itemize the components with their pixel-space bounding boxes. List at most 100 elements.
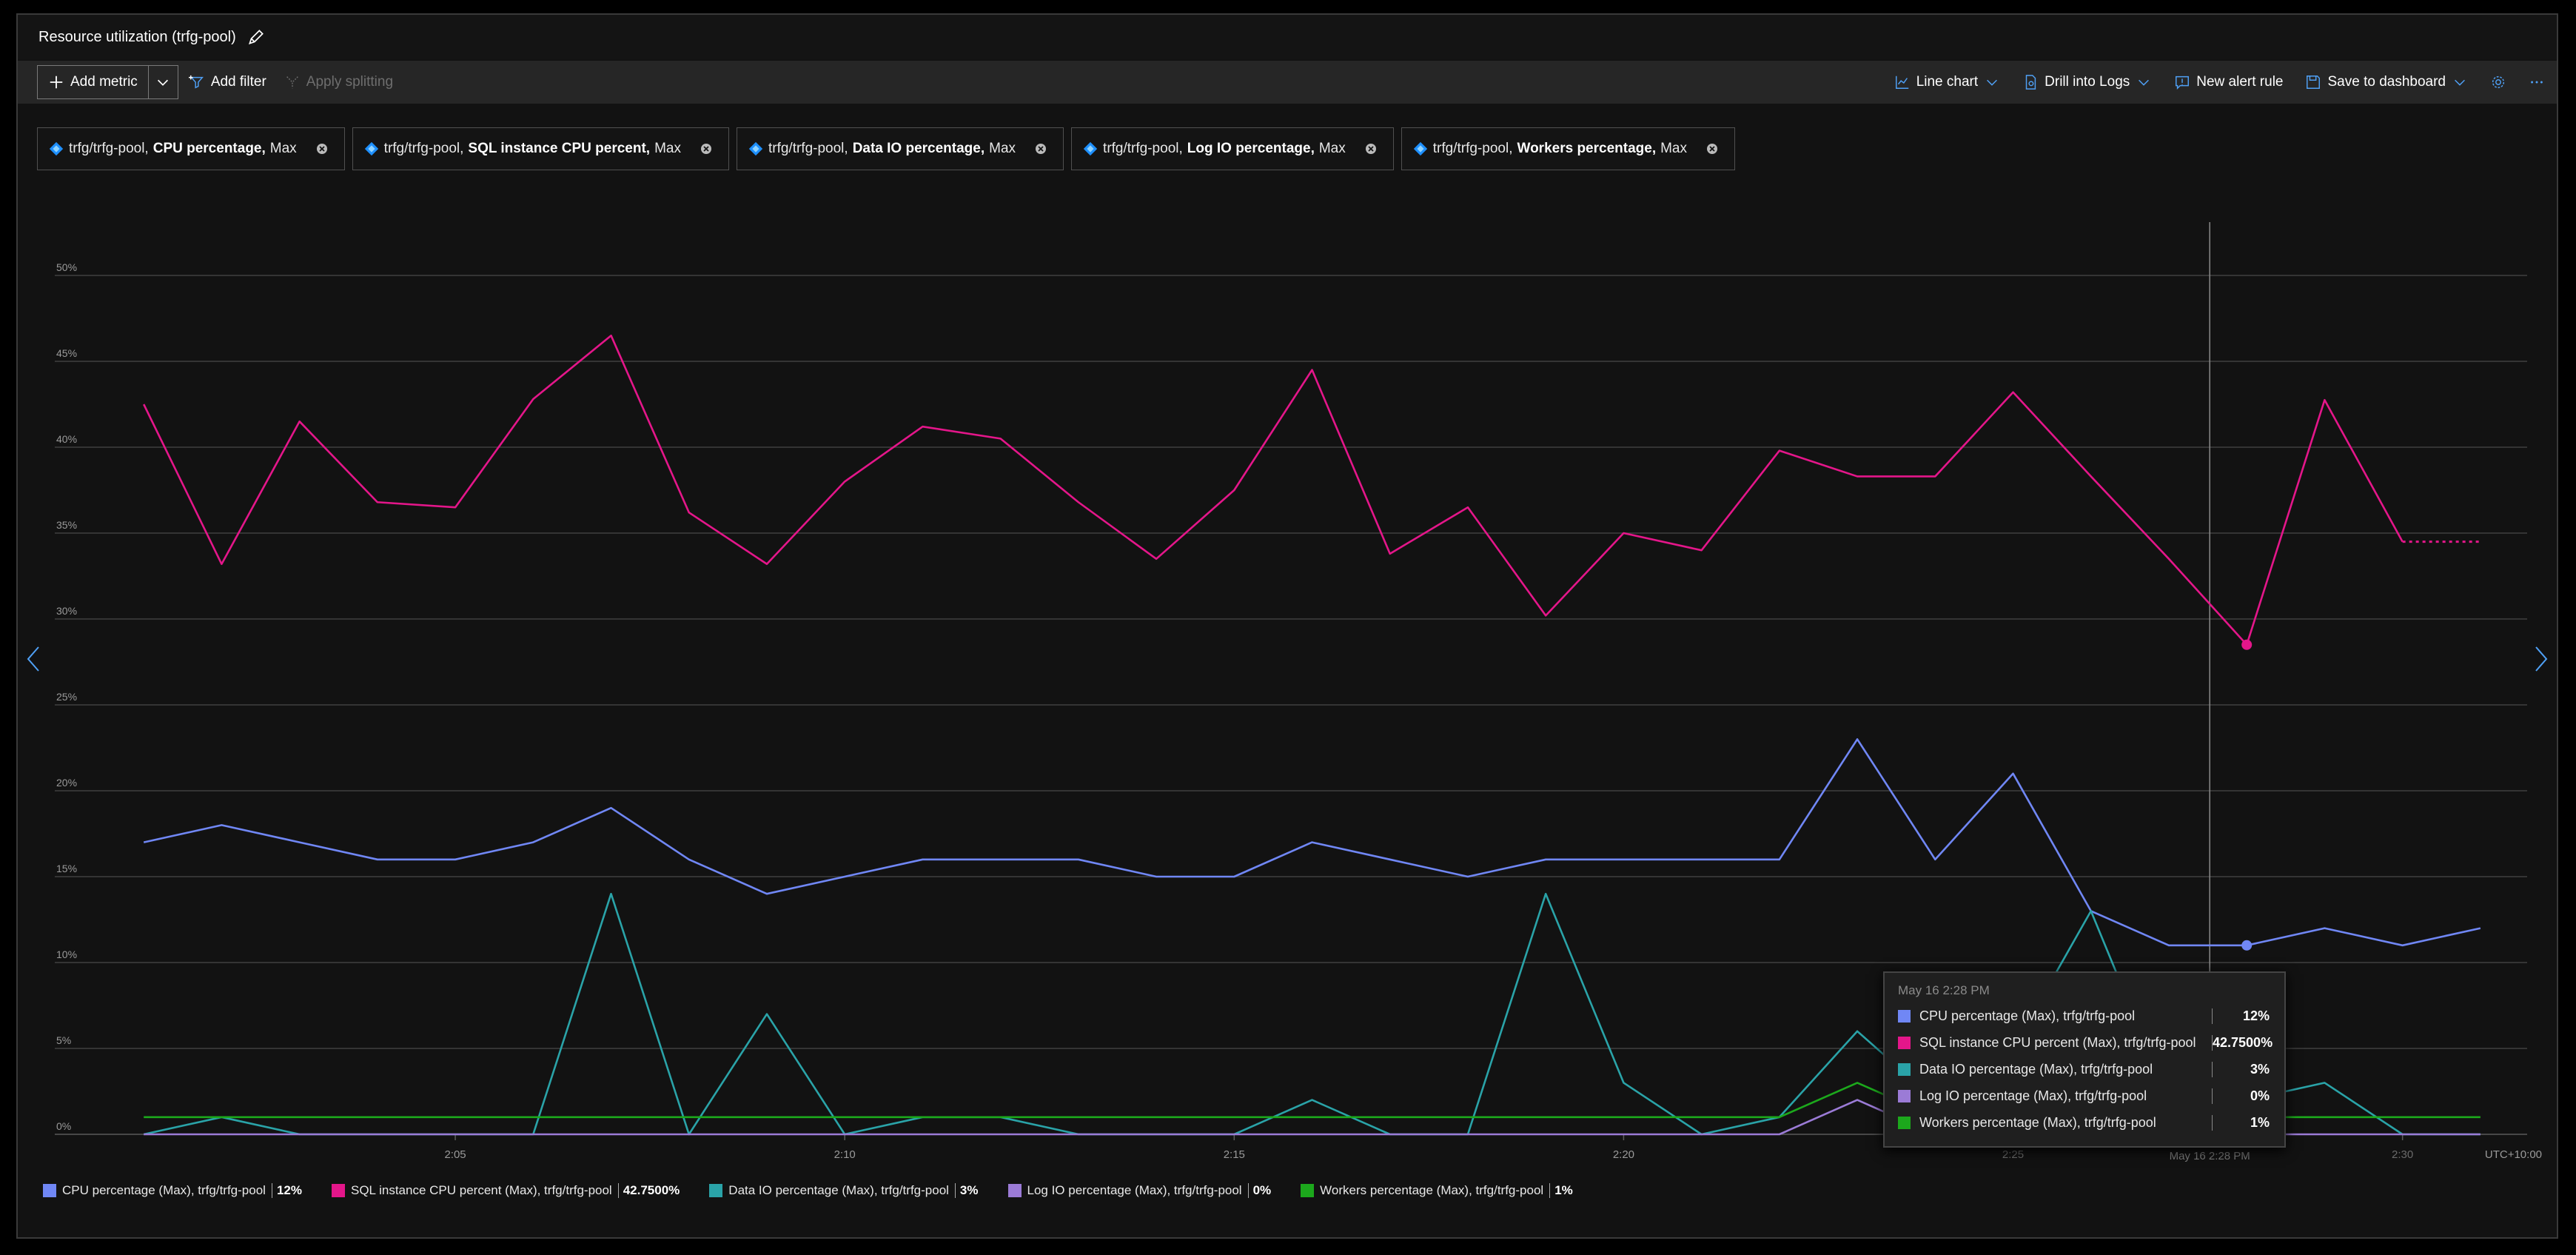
chevron-left-icon[interactable] xyxy=(24,644,44,674)
pill-resource: trfg/trfg-pool, xyxy=(1432,141,1513,156)
cursor-time-label: May 16 2:28 PM xyxy=(2170,1150,2250,1162)
ellipsis-icon xyxy=(2531,81,2543,84)
legend-series-name: Workers percentage (Max), trfg/trfg-pool xyxy=(1320,1183,1544,1197)
edit-title-pencil-icon[interactable] xyxy=(246,27,266,47)
close-icon[interactable] xyxy=(1705,141,1720,156)
close-icon[interactable] xyxy=(699,141,714,156)
pill-metric: CPU percentage, xyxy=(152,141,266,156)
y-tick-label: 45% xyxy=(56,347,77,359)
y-tick-label: 50% xyxy=(56,261,77,273)
series-swatch xyxy=(1898,1062,1911,1076)
series-swatch xyxy=(709,1184,723,1197)
series-swatch xyxy=(1898,1036,1911,1049)
logs-icon xyxy=(2025,75,2036,90)
line-chart-button[interactable]: Line chart xyxy=(1894,74,2000,90)
chart-legend: CPU percentage (Max), trfg/trfg-pool 12% S… xyxy=(43,1183,1573,1198)
legend-series-value: 0% xyxy=(1247,1183,1271,1198)
chevron-down-icon xyxy=(1987,79,1998,86)
legend-series-name: CPU percentage (Max), trfg/trfg-pool xyxy=(62,1183,266,1197)
pill-aggregation: Max xyxy=(654,141,681,156)
y-tick-label: 20% xyxy=(56,777,77,789)
tooltip-series-value: 1% xyxy=(2212,1114,2271,1131)
apply-splitting-label: Apply splitting xyxy=(306,74,394,90)
legend-item[interactable]: Workers percentage (Max), trfg/trfg-pool… xyxy=(1301,1183,1573,1198)
metric-pill[interactable]: trfg/trfg-pool, CPU percentage, Max xyxy=(37,127,345,170)
splitting-icon xyxy=(286,76,298,89)
more-options-button[interactable] xyxy=(2529,74,2545,90)
title-bar: Resource utilization (trfg-pool) xyxy=(18,15,2557,59)
pill-resource: trfg/trfg-pool, xyxy=(1103,141,1183,156)
tooltip-series-name: Workers percentage (Max), trfg/trfg-pool xyxy=(1919,1114,2156,1130)
metric-pill[interactable]: trfg/trfg-pool, Workers percentage, Max xyxy=(1401,127,1736,170)
filter-add-icon xyxy=(188,75,204,89)
tooltip-series-value: 12% xyxy=(2212,1008,2271,1024)
legend-item[interactable]: SQL instance CPU percent (Max), trfg/trf… xyxy=(331,1183,680,1198)
chevron-down-icon xyxy=(158,79,169,86)
drill-into-logs-button[interactable]: Drill into Logs xyxy=(2022,74,2152,90)
series-swatch xyxy=(1301,1184,1315,1197)
apply-splitting-button[interactable]: Apply splitting xyxy=(284,74,393,90)
pill-metric: Log IO percentage, xyxy=(1187,141,1315,156)
chart-tooltip: May 16 2:28 PM CPU percentage (Max), trf… xyxy=(1883,971,2286,1148)
x-tick-label: 2:25 xyxy=(2002,1148,2024,1161)
tooltip-row: SQL instance CPU percent (Max), trfg/trf… xyxy=(1898,1029,2273,1056)
tooltip-row: Log IO percentage (Max), trfg/trfg-pool 0… xyxy=(1898,1082,2271,1109)
y-tick-label: 25% xyxy=(56,691,77,703)
legend-item[interactable]: CPU percentage (Max), trfg/trfg-pool 12% xyxy=(43,1183,302,1198)
sql-pool-icon xyxy=(748,141,763,156)
chart-title: Resource utilization (trfg-pool) xyxy=(38,28,236,45)
sql-pool-icon xyxy=(1083,141,1098,156)
close-icon[interactable] xyxy=(1033,141,1048,156)
legend-item[interactable]: Log IO percentage (Max), trfg/trfg-pool 0… xyxy=(1007,1183,1271,1198)
y-tick-label: 5% xyxy=(56,1034,71,1046)
close-icon[interactable] xyxy=(315,141,329,156)
tooltip-series-value: 3% xyxy=(2212,1061,2271,1077)
series-swatch xyxy=(1898,1116,1911,1129)
tooltip-series-name: CPU percentage (Max), trfg/trfg-pool xyxy=(1919,1008,2136,1023)
series-swatch xyxy=(43,1184,56,1197)
pill-resource: trfg/trfg-pool, xyxy=(383,141,464,156)
toolbar-right: Line chart Drill into Logs New alert rul… xyxy=(1894,61,2545,104)
plus-icon xyxy=(50,76,63,89)
y-tick-label: 30% xyxy=(56,605,77,617)
save-to-dashboard-button[interactable]: Save to dashboard xyxy=(2305,74,2468,90)
metric-pill[interactable]: trfg/trfg-pool, Log IO percentage, Max xyxy=(1071,127,1394,170)
tooltip-series-value: 42.7500% xyxy=(2212,1034,2273,1051)
series-swatch xyxy=(331,1184,345,1197)
save-to-dashboard-label: Save to dashboard xyxy=(2327,74,2446,90)
sql-pool-icon xyxy=(49,141,64,156)
legend-item[interactable]: Data IO percentage (Max), trfg/trfg-pool… xyxy=(709,1183,979,1198)
legend-series-value: 42.7500% xyxy=(617,1183,680,1198)
add-metric-button[interactable]: Add metric xyxy=(38,66,148,98)
add-filter-button[interactable]: Add filter xyxy=(188,74,266,90)
toolbar: Add metric Add filter Apply splitting Li… xyxy=(18,61,2557,104)
metric-pill[interactable]: trfg/trfg-pool, SQL instance CPU percent,… xyxy=(352,127,729,170)
add-metric-dropdown-button[interactable] xyxy=(147,66,178,98)
y-tick-label: 10% xyxy=(56,948,77,960)
tooltip-series-value: 0% xyxy=(2212,1088,2271,1104)
add-metric-label: Add metric xyxy=(70,74,138,90)
pill-aggregation: Max xyxy=(269,141,297,156)
legend-series-name: Data IO percentage (Max), trfg/trfg-pool xyxy=(728,1183,949,1197)
new-alert-rule-button[interactable]: New alert rule xyxy=(2174,74,2283,90)
metrics-chart-window: Resource utilization (trfg-pool) Add met… xyxy=(16,13,2558,1239)
pill-metric: Data IO percentage, xyxy=(852,141,985,156)
chart-settings-button[interactable] xyxy=(2490,74,2506,90)
metric-pill[interactable]: trfg/trfg-pool, Data IO percentage, Max xyxy=(736,127,1064,170)
chevron-down-icon xyxy=(2455,79,2465,86)
series-cursor-point xyxy=(2241,940,2253,951)
tooltip-series-name: Log IO percentage (Max), trfg/trfg-pool xyxy=(1919,1088,2147,1103)
close-icon[interactable] xyxy=(1364,141,1378,156)
legend-series-name: Log IO percentage (Max), trfg/trfg-pool xyxy=(1027,1183,1242,1197)
timezone-label: UTC+10:00 xyxy=(2485,1148,2542,1161)
metric-pills: trfg/trfg-pool, CPU percentage, Max trfg/tr… xyxy=(37,127,1736,170)
pill-resource: trfg/trfg-pool, xyxy=(69,141,149,156)
pill-resource: trfg/trfg-pool, xyxy=(768,141,848,156)
chevron-down-icon xyxy=(2139,79,2150,86)
series-swatch xyxy=(1898,1009,1911,1023)
y-tick-label: 0% xyxy=(56,1120,71,1132)
sql-pool-icon xyxy=(364,141,378,156)
series-cursor-point xyxy=(2241,639,2253,650)
chevron-right-icon[interactable] xyxy=(2530,644,2551,674)
pill-aggregation: Max xyxy=(1660,141,1688,156)
